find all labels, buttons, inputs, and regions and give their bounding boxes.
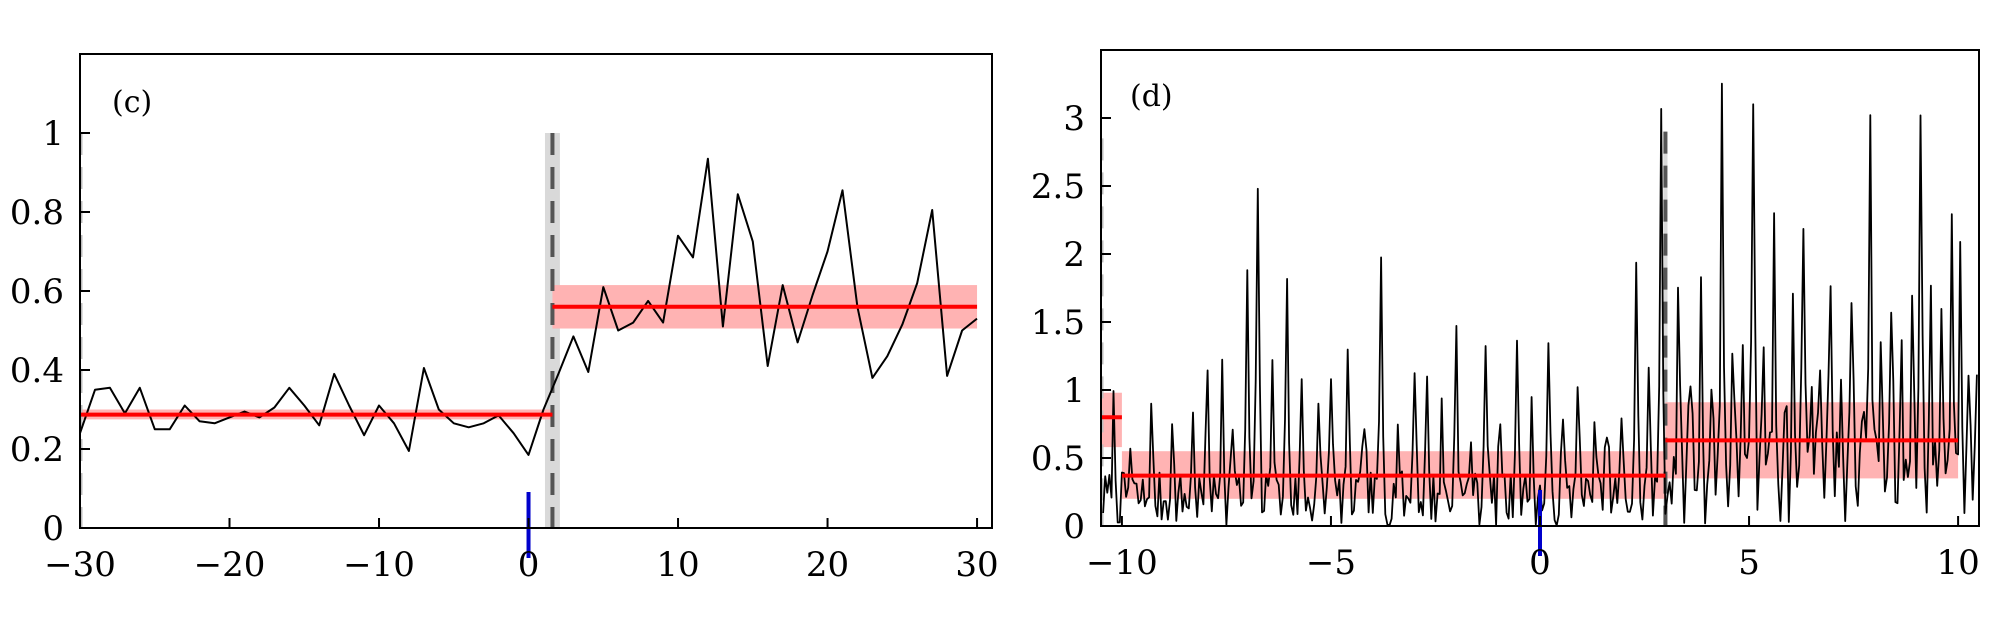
panel-d-x-tick-label-2: 0	[1529, 543, 1551, 583]
panel-d-x-tick-label-4: 10	[1936, 543, 1979, 583]
panel-d-signal-line	[1102, 82, 1978, 527]
panel-d-changepoint-band-0	[1663, 131, 1668, 526]
panel-d-y-tick-label-4: 2	[1063, 235, 1085, 275]
panel-d-x-tick-label-0: −10	[1086, 543, 1158, 583]
panel-c-y-tick-label-2: 0.4	[10, 351, 64, 391]
panel-c-x-tick-label-3: 0	[518, 545, 540, 585]
panel-c-x-tick-label-5: 20	[806, 545, 849, 585]
panel-d-x-tick-label-3: 5	[1738, 543, 1760, 583]
panel-c-x-tick-label-4: 10	[656, 545, 699, 585]
panel-c-chart: (c) −30 −20 −10 0 10 20 30 0 0.2 0.4 0.6 0.8 1	[10, 53, 999, 585]
panel-d-x-tick-label-1: −5	[1306, 543, 1356, 583]
panel-d-segment-band-0	[1101, 392, 1122, 448]
panel-d-y-tick-label-2: 1	[1063, 371, 1085, 411]
panel-c-y-tick-label-1: 0.2	[10, 430, 64, 470]
panel-c-x-tick-label-0: −30	[44, 545, 116, 585]
panel-d-y-tick-label-6: 3	[1063, 99, 1085, 139]
panel-c-x-tick-label-2: −10	[343, 545, 415, 585]
panel-c-y-tick-label-0: 0	[42, 509, 64, 549]
panel-c-y-tick-label-3: 0.6	[10, 272, 64, 312]
panel-d-chart: (d) −10 −5 0 5 10 0 0.5 1 1.5 2 2.5 3	[1031, 49, 1980, 583]
panel-d-y-tick-label-5: 2.5	[1031, 167, 1085, 207]
panel-d-y-tick-label-1: 0.5	[1031, 439, 1085, 479]
panel-d-label: (d)	[1130, 79, 1173, 114]
panel-c-label: (c)	[112, 85, 152, 120]
panel-c-y-tick-label-4: 0.8	[10, 193, 64, 233]
panel-c-changepoint-band-0	[544, 133, 560, 528]
panel-c-signal-line	[79, 157, 978, 456]
panel-c-x-tick-label-1: −20	[194, 545, 266, 585]
panel-d-y-tick-label-3: 1.5	[1031, 303, 1085, 343]
panel-c-y-tick-label-5: 1	[42, 114, 64, 154]
panel-c-x-tick-label-6: 30	[955, 545, 998, 585]
panel-d-y-tick-label-0: 0	[1063, 507, 1085, 547]
